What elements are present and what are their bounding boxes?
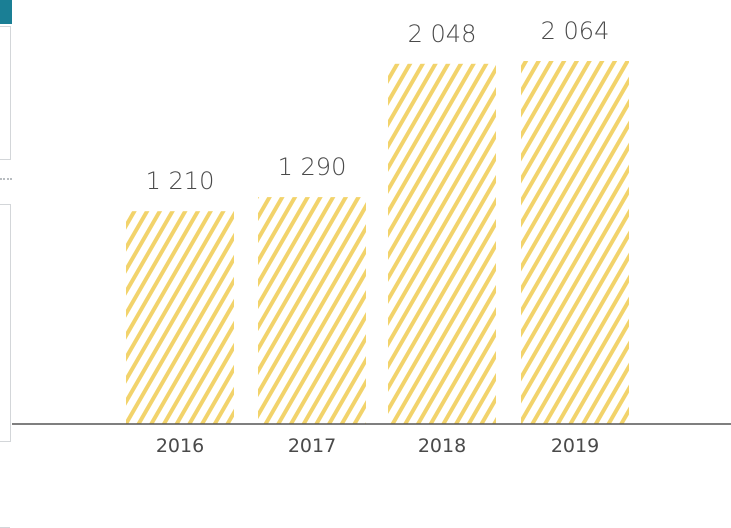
ellipsis-icon: [0, 178, 12, 182]
value-label-2017: 1 290: [278, 153, 347, 181]
bar-chart: 1 210 1 290 2 048 2 064 2016 2017 2018 2019: [12, 17, 731, 457]
value-label-2019: 2 064: [541, 17, 610, 45]
value-label-2016: 1 210: [146, 167, 215, 195]
bars-group: [126, 61, 629, 425]
x-tick-labels-group: 2016 2017 2018 2019: [156, 435, 599, 457]
x-tick-label-2017: 2017: [288, 435, 336, 457]
x-tick-label-2018: 2018: [418, 435, 466, 457]
bar-2016: [126, 211, 234, 424]
background-panel: [0, 0, 12, 528]
bar-2018: [388, 63, 496, 425]
bar-2017: [258, 197, 366, 424]
panel-header-bar: [0, 0, 12, 24]
bar-2019: [521, 61, 629, 424]
x-tick-label-2019: 2019: [551, 435, 599, 457]
value-labels-group: 1 210 1 290 2 048 2 064: [146, 17, 610, 195]
x-tick-label-2016: 2016: [156, 435, 204, 457]
panel-box-upper: [0, 26, 11, 160]
value-label-2018: 2 048: [408, 20, 477, 48]
